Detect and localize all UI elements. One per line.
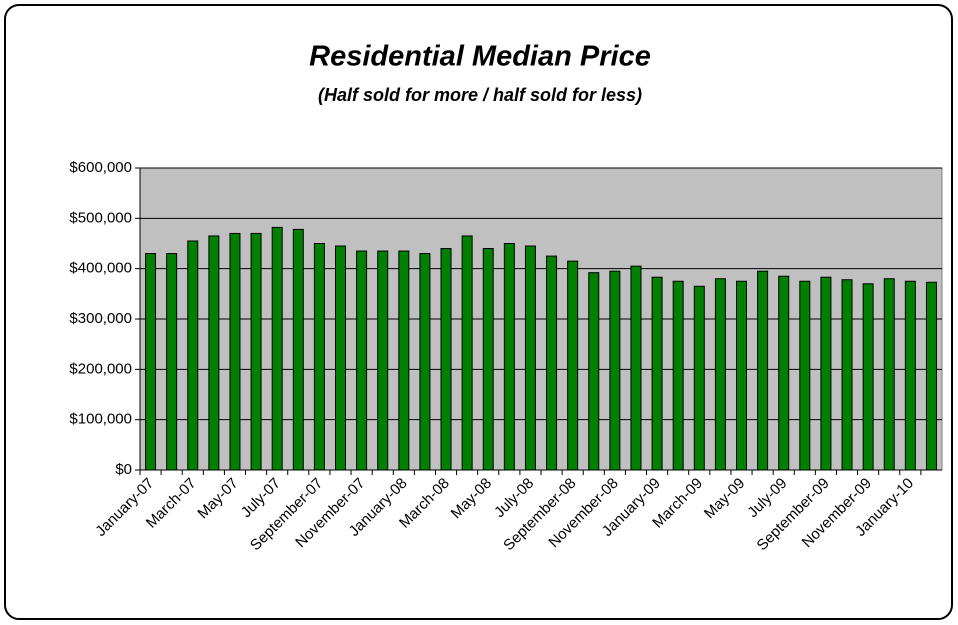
bar xyxy=(925,281,937,471)
bar xyxy=(672,280,684,471)
bar xyxy=(419,253,431,471)
bar xyxy=(482,248,494,471)
bar xyxy=(799,280,811,471)
bar xyxy=(546,255,558,471)
bar xyxy=(862,283,874,471)
chart-title: Residential Median Price xyxy=(309,41,651,73)
y-tick-label: $400,000 xyxy=(69,260,132,277)
bar xyxy=(292,228,304,471)
bar xyxy=(904,280,916,471)
bar xyxy=(313,243,325,471)
bar xyxy=(398,250,410,471)
bar xyxy=(778,275,790,471)
bar xyxy=(757,270,769,471)
bar xyxy=(736,280,747,471)
bar xyxy=(693,285,705,471)
y-tick-label: $300,000 xyxy=(69,310,132,327)
bar xyxy=(714,278,726,471)
bar xyxy=(229,232,241,471)
y-tick-label: $600,000 xyxy=(69,159,132,176)
bar xyxy=(377,250,389,471)
bar xyxy=(841,279,853,471)
y-tick-label: $500,000 xyxy=(69,209,132,226)
bar xyxy=(208,235,220,471)
bar xyxy=(503,243,515,471)
bar xyxy=(524,245,536,471)
chart-subtitle: (Half sold for more / half sold for less… xyxy=(318,85,642,105)
bar xyxy=(250,232,262,471)
bar xyxy=(166,253,178,471)
bar xyxy=(187,240,199,471)
y-tick-label: $100,000 xyxy=(69,411,132,428)
bar xyxy=(440,248,452,471)
bar xyxy=(567,260,579,471)
bar xyxy=(356,250,368,471)
y-tick-label: $0 xyxy=(115,461,132,478)
bar xyxy=(609,270,621,471)
bar xyxy=(271,226,283,471)
bar xyxy=(651,276,663,471)
bar xyxy=(883,278,895,471)
bar xyxy=(335,245,346,471)
bar xyxy=(461,235,473,471)
bar xyxy=(588,272,600,471)
bar xyxy=(145,253,157,471)
bar xyxy=(630,265,642,471)
bar xyxy=(820,276,832,471)
y-tick-label: $200,000 xyxy=(69,360,132,377)
